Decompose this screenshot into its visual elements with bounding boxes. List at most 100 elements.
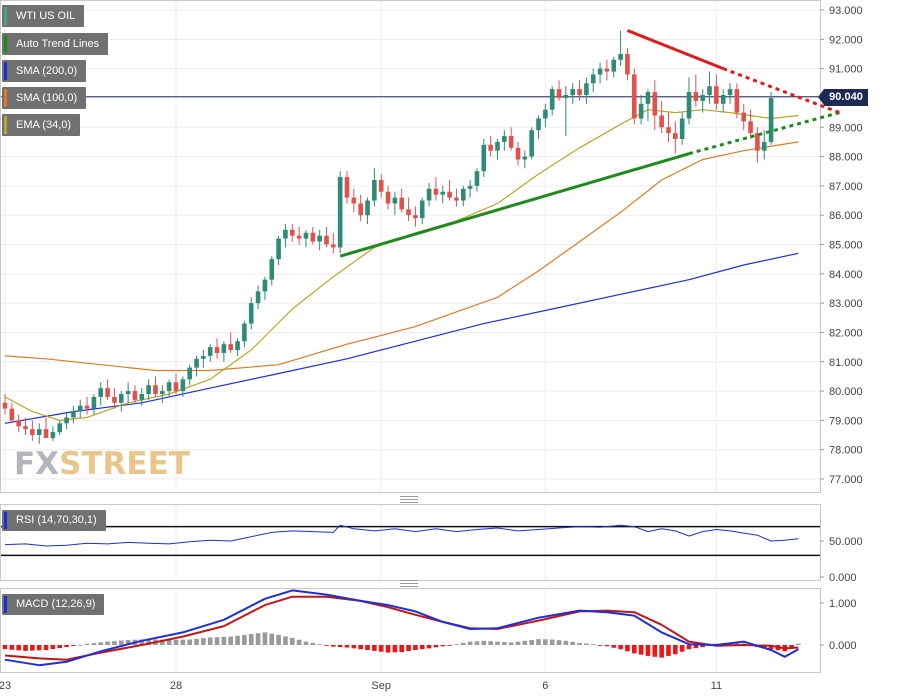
macd-histogram-bar bbox=[549, 639, 555, 645]
macd-histogram-bar bbox=[77, 644, 83, 646]
candle-body bbox=[584, 83, 589, 96]
candle-body bbox=[118, 393, 124, 403]
macd-histogram-bar bbox=[221, 636, 227, 645]
resize-handle-rsi[interactable] bbox=[400, 496, 418, 503]
macd-histogram-bar bbox=[631, 645, 637, 654]
candle-body bbox=[597, 68, 603, 75]
candle-body bbox=[153, 385, 158, 394]
candle-body bbox=[638, 103, 644, 119]
macd-histogram-bar bbox=[673, 645, 678, 655]
legend-label: SMA (100,0) bbox=[16, 92, 78, 104]
legend-item-sma200[interactable]: SMA (200,0) bbox=[2, 60, 87, 82]
candle-body bbox=[201, 355, 206, 359]
candle-body bbox=[673, 133, 678, 139]
candle-body bbox=[515, 147, 521, 160]
legend-item-ema34[interactable]: EMA (34,0) bbox=[2, 114, 81, 136]
watermark-fx: FX bbox=[14, 446, 60, 482]
macd-histogram-bar bbox=[125, 639, 131, 645]
legend-label: Auto Trend Lines bbox=[16, 38, 100, 50]
candle-body bbox=[460, 188, 466, 201]
macd-histogram-bar bbox=[214, 637, 220, 645]
candle-body bbox=[57, 423, 63, 433]
candle-body bbox=[761, 141, 767, 151]
candle-body bbox=[481, 144, 487, 172]
candle-body bbox=[474, 171, 480, 186]
legend-swatch bbox=[4, 116, 7, 134]
candle-body bbox=[631, 74, 637, 119]
macd-histogram-bar bbox=[351, 645, 357, 649]
macd-histogram-bar bbox=[460, 642, 466, 645]
macd-histogram-bar bbox=[768, 645, 774, 650]
candle-body bbox=[112, 396, 117, 403]
macd-histogram-bar bbox=[9, 645, 15, 650]
candle-body bbox=[604, 68, 610, 72]
candle-body bbox=[433, 188, 439, 195]
candle-body bbox=[714, 86, 719, 104]
candle-body bbox=[618, 53, 623, 60]
candle-body bbox=[98, 388, 104, 397]
candle-body bbox=[64, 417, 69, 424]
candle-body bbox=[289, 229, 295, 236]
candle-body bbox=[23, 426, 28, 430]
support-trend-line bbox=[339, 152, 690, 258]
candle-body bbox=[221, 344, 227, 353]
price-tick-label: 79.000 bbox=[829, 415, 863, 427]
candle-body bbox=[331, 244, 336, 248]
legend-item-sma100[interactable]: SMA (100,0) bbox=[2, 87, 87, 109]
macd-histogram-bar bbox=[98, 642, 104, 645]
candle-body bbox=[502, 136, 507, 142]
macd-histogram-bar bbox=[50, 645, 56, 650]
candle-body bbox=[686, 92, 692, 119]
legend-swatch bbox=[4, 7, 7, 25]
macd-histogram-bar bbox=[269, 633, 275, 645]
macd-histogram-bar bbox=[515, 641, 521, 645]
candle-body bbox=[625, 53, 630, 75]
candle-body bbox=[385, 191, 391, 204]
candle-body bbox=[556, 89, 562, 98]
macd-histogram-bar bbox=[36, 645, 42, 651]
candle-body bbox=[36, 429, 42, 436]
macd-tick-label: 1.000 bbox=[829, 598, 857, 610]
candle-body bbox=[392, 197, 398, 204]
sma100-line bbox=[4, 141, 799, 372]
candle-body bbox=[9, 408, 15, 421]
macd-histogram-bar bbox=[146, 639, 151, 645]
macd-histogram-bar bbox=[789, 645, 794, 648]
macd-histogram-bar bbox=[358, 645, 363, 650]
candle-body bbox=[207, 347, 213, 356]
resize-handle-macd[interactable] bbox=[400, 580, 418, 587]
macd-histogram-bar bbox=[242, 634, 247, 645]
candle-body bbox=[146, 385, 151, 394]
macd-histogram-bar bbox=[686, 645, 692, 650]
candle-body bbox=[570, 89, 576, 96]
legend-item-trend-lines[interactable]: Auto Trend Lines bbox=[2, 33, 109, 55]
macd-tick-label: 0.000 bbox=[829, 640, 857, 652]
macd-histogram-bar bbox=[577, 642, 582, 645]
macd-label[interactable]: MACD (12,26,9) bbox=[2, 594, 105, 615]
candle-body bbox=[365, 200, 370, 216]
candle-body bbox=[139, 393, 145, 400]
macd-histogram-bar bbox=[467, 641, 473, 645]
macd-histogram-bar bbox=[365, 645, 370, 651]
rsi-label[interactable]: RSI (14,70,30,1) bbox=[2, 510, 106, 531]
rsi-swatch bbox=[4, 512, 7, 529]
candle-body bbox=[351, 197, 357, 204]
candle-body bbox=[577, 89, 582, 96]
macd-histogram-bar bbox=[426, 645, 432, 649]
legend-item-wti[interactable]: WTI US OIL bbox=[2, 5, 85, 27]
macd-histogram-bar bbox=[508, 642, 514, 645]
rsi-tick-label: 50.000 bbox=[829, 536, 863, 548]
price-tick-label: 80.000 bbox=[829, 386, 863, 398]
x-tick-label: 11 bbox=[711, 680, 722, 692]
macd-histogram-bar bbox=[543, 639, 548, 645]
candle-body bbox=[242, 323, 247, 342]
candle-body bbox=[50, 432, 56, 438]
macd-title: MACD (12,26,9) bbox=[16, 598, 96, 610]
candle-body bbox=[563, 95, 569, 98]
candle-body bbox=[700, 95, 705, 101]
legend-label: WTI US OIL bbox=[16, 10, 76, 22]
candle-body bbox=[707, 86, 712, 96]
price-tick-label: 77.000 bbox=[829, 474, 863, 486]
candle-body bbox=[187, 367, 192, 380]
macd-histogram-bar bbox=[30, 645, 35, 651]
